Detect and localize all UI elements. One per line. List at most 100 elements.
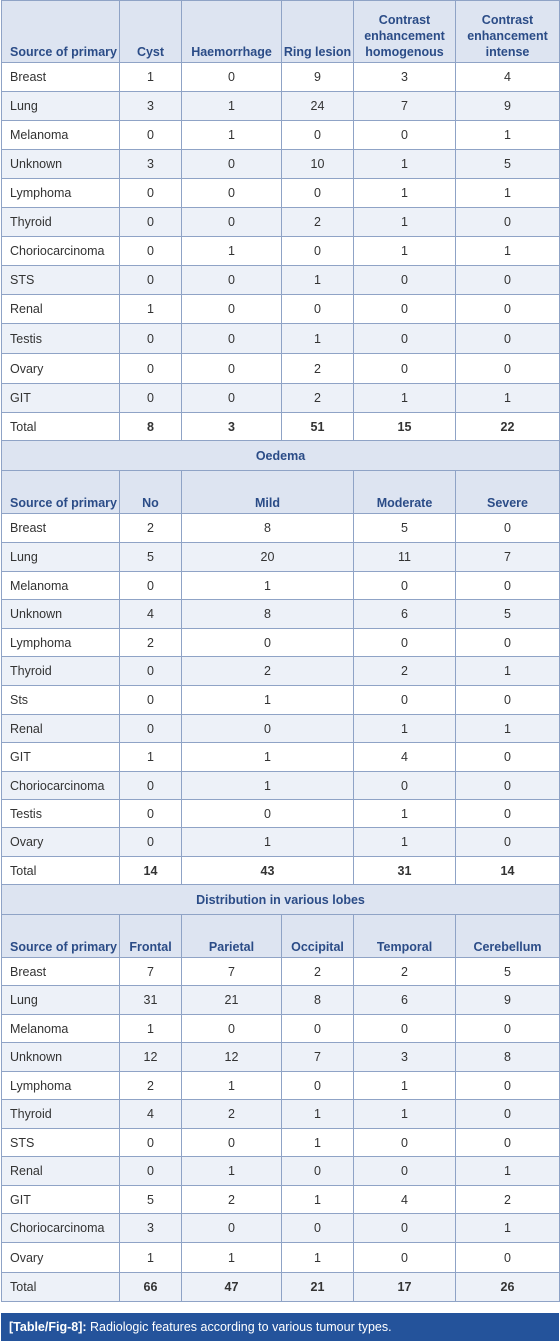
table-row: Testis 0 0 1 0 <box>1 799 560 828</box>
cell-value: 26 <box>455 1272 560 1302</box>
cell-value: 1 <box>181 685 354 715</box>
table-row: STS 0 0 1 0 0 <box>1 1128 560 1157</box>
cell-value: 3 <box>181 412 282 441</box>
cell-value: 1 <box>181 771 354 800</box>
cell-value: 3 <box>119 149 182 179</box>
cell-value: 4 <box>119 599 182 629</box>
cell-value: 20 <box>181 542 354 572</box>
row-label: Thyroid <box>1 656 120 686</box>
table-row: Lung 31 21 8 6 9 <box>1 985 560 1015</box>
column-header: Ring lesion <box>281 0 354 63</box>
column-header: Parietal <box>181 914 282 958</box>
cell-value: 0 <box>181 628 354 657</box>
cell-value: 4 <box>119 1099 182 1129</box>
row-label: Breast <box>1 62 120 92</box>
column-header: Temporal <box>353 914 456 958</box>
row-label: Unknown <box>1 599 120 629</box>
table-row: STS 0 0 1 0 0 <box>1 265 560 295</box>
cell-value: 1 <box>281 323 354 354</box>
table-row: Thyroid 0 2 2 1 <box>1 656 560 686</box>
column-header: Occipital <box>281 914 354 958</box>
table-row: Melanoma 0 1 0 0 <box>1 571 560 600</box>
cell-value: 0 <box>181 207 282 237</box>
row-label: Ovary <box>1 827 120 857</box>
cell-value: 1 <box>353 714 456 743</box>
cell-value: 0 <box>455 1071 560 1100</box>
cell-value: 11 <box>353 542 456 572</box>
cell-value: 2 <box>281 353 354 384</box>
table-row: Ovary 0 1 1 0 <box>1 827 560 857</box>
column-header: Severe <box>455 470 560 514</box>
cell-value: 1 <box>181 236 282 266</box>
cell-value: 1 <box>181 120 282 150</box>
cell-value: 0 <box>181 799 354 828</box>
cell-value: 0 <box>119 265 182 295</box>
cell-value: 5 <box>455 599 560 629</box>
cell-value: 0 <box>181 1014 282 1043</box>
total-row: Total 8 3 51 15 22 <box>1 412 560 441</box>
row-label: GIT <box>1 742 120 772</box>
table-row: Choriocarcinoma 0 1 0 1 1 <box>1 236 560 266</box>
table-row: Thyroid 4 2 1 1 0 <box>1 1099 560 1129</box>
cell-value: 8 <box>281 985 354 1015</box>
cell-value: 0 <box>455 628 560 657</box>
cell-value: 0 <box>455 513 560 543</box>
header-row: Source of primary No Mild Moderate Severe <box>1 470 560 514</box>
cell-value: 0 <box>455 1128 560 1157</box>
cell-value: 1 <box>353 1071 456 1100</box>
cell-value: 0 <box>119 827 182 857</box>
cell-value: 0 <box>353 1213 456 1243</box>
table-row: Unknown 4 8 6 5 <box>1 599 560 629</box>
cell-value: 1 <box>281 1185 354 1214</box>
cell-value: 2 <box>281 207 354 237</box>
cell-value: 0 <box>181 149 282 179</box>
cell-value: 1 <box>281 1242 354 1273</box>
cell-value: 0 <box>353 265 456 295</box>
cell-value: 0 <box>455 685 560 715</box>
cell-value: 1 <box>455 1156 560 1186</box>
cell-value: 0 <box>353 120 456 150</box>
cell-value: 1 <box>353 236 456 266</box>
table-row: Choriocarcinoma 0 1 0 0 <box>1 771 560 800</box>
cell-value: 22 <box>455 412 560 441</box>
row-label: Renal <box>1 714 120 743</box>
table-row: Ovary 0 0 2 0 0 <box>1 353 560 384</box>
section-title-row: Oedema <box>1 440 560 471</box>
row-label: Lung <box>1 91 120 121</box>
cell-value: 0 <box>119 383 182 413</box>
cell-value: 0 <box>181 323 282 354</box>
row-label: Renal <box>1 294 120 324</box>
cell-value: 31 <box>119 985 182 1015</box>
cell-value: 14 <box>455 856 560 885</box>
row-label: Melanoma <box>1 571 120 600</box>
column-header: Cyst <box>119 0 182 63</box>
cell-value: 3 <box>353 62 456 92</box>
cell-value: 1 <box>353 207 456 237</box>
table-row: Breast 1 0 9 3 4 <box>1 62 560 92</box>
row-label: Unknown <box>1 149 120 179</box>
cell-value: 0 <box>119 353 182 384</box>
table-row: Unknown 3 0 10 1 5 <box>1 149 560 179</box>
cell-value: 2 <box>455 1185 560 1214</box>
column-header: No <box>119 470 182 514</box>
cell-value: 1 <box>181 1242 282 1273</box>
row-label: Lymphoma <box>1 628 120 657</box>
table-row: GIT 5 2 1 4 2 <box>1 1185 560 1214</box>
cell-value: 0 <box>281 1156 354 1186</box>
cell-value: 0 <box>181 1128 282 1157</box>
cell-value: 0 <box>353 771 456 800</box>
cell-value: 21 <box>181 985 282 1015</box>
cell-value: 1 <box>353 799 456 828</box>
cell-value: 9 <box>455 91 560 121</box>
row-label: Choriocarcinoma <box>1 236 120 266</box>
cell-value: 7 <box>281 1042 354 1072</box>
cell-value: 1 <box>181 827 354 857</box>
cell-value: 1 <box>119 294 182 324</box>
column-header: Frontal <box>119 914 182 958</box>
table-row: Lymphoma 0 0 0 1 1 <box>1 178 560 208</box>
cell-value: 14 <box>119 856 182 885</box>
cell-value: 9 <box>455 985 560 1015</box>
cell-value: 0 <box>455 742 560 772</box>
cell-value: 0 <box>119 685 182 715</box>
cell-value: 3 <box>119 1213 182 1243</box>
